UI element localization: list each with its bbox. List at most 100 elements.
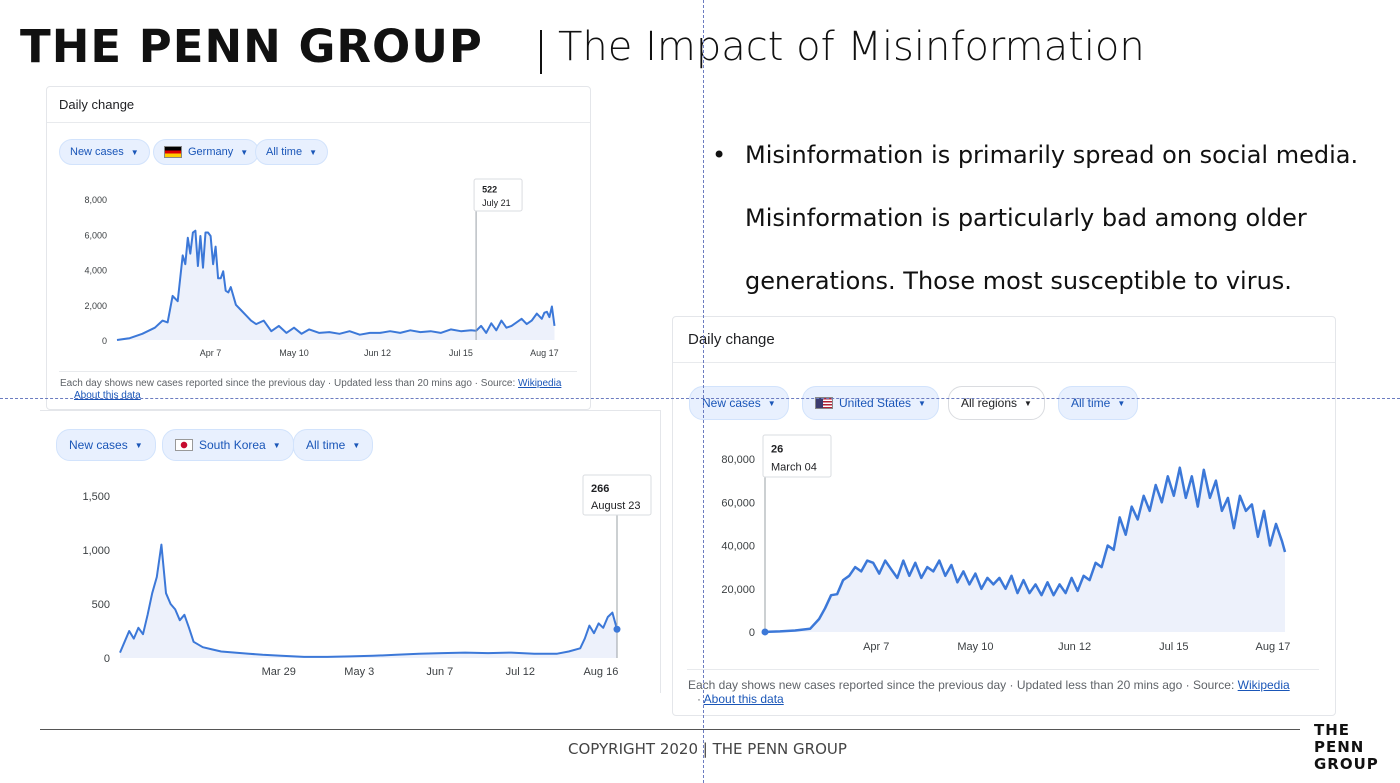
y-tick-label: 0 (102, 336, 107, 346)
footer-text: Each day shows new cases reported since … (60, 378, 516, 389)
x-tick-label: Mar 29 (262, 666, 296, 678)
x-tick-label: Apr 7 (200, 348, 222, 358)
bullet-line-3: generations. Those most susceptible to v… (745, 267, 1292, 295)
x-tick-label: Jun 7 (426, 666, 453, 678)
tooltip-date: August 23 (591, 500, 641, 512)
us-chart-card: Daily change New cases ▼ United States ▼ A… (672, 316, 1336, 716)
area-fill (120, 544, 617, 658)
tooltip-date: March 04 (771, 462, 817, 474)
highlight-point (613, 625, 621, 633)
title-separator (540, 30, 542, 74)
y-tick-label: 4,000 (84, 266, 107, 276)
y-tick-label: 0 (749, 627, 755, 639)
x-tick-label: Aug 17 (1256, 641, 1291, 653)
y-tick-label: 40,000 (721, 541, 755, 553)
chip-label: New cases (70, 146, 124, 158)
card-footer: Each day shows new cases reported since … (688, 678, 1290, 692)
dropdown-caret-icon: ▼ (240, 147, 249, 157)
tooltip-value: 522 (482, 184, 497, 194)
germany-cases-chart: 0 2,000 4,000 6,000 8,000 Apr 7 May 10 Jun 12 Ju… (84, 178, 559, 358)
x-tick-label: Jun 12 (364, 348, 391, 358)
card-heading: Daily change (47, 87, 590, 123)
footer-rule (40, 729, 1300, 730)
chip-label: New cases (702, 396, 761, 410)
x-tick-label: Apr 7 (863, 641, 889, 653)
us-flag-icon (815, 397, 833, 409)
regions-dropdown[interactable]: All regions ▼ (948, 386, 1045, 420)
bullet-line-2: Misinformation is particularly bad among… (745, 204, 1307, 232)
divider (687, 669, 1319, 670)
about-data: · About this data (697, 692, 784, 706)
footer-text: Each day shows new cases reported since … (688, 678, 1235, 692)
divider (59, 371, 577, 372)
series-line (764, 466, 1287, 634)
chip-label: All time (1071, 396, 1111, 410)
x-tick-label: Jul 15 (1159, 641, 1188, 653)
south-korea-flag-icon (175, 439, 193, 451)
about-data-link[interactable]: About this data (703, 692, 784, 706)
country-dropdown[interactable]: South Korea ▼ (162, 429, 294, 461)
range-dropdown[interactable]: All time ▼ (1058, 386, 1139, 420)
y-tick-label: 2,000 (84, 301, 107, 311)
x-tick-label: May 10 (279, 348, 309, 358)
dropdown-caret-icon: ▼ (309, 147, 317, 157)
dropdown-caret-icon: ▼ (272, 440, 281, 450)
source-link[interactable]: Wikipedia (1237, 678, 1290, 692)
chip-label: All time (306, 438, 346, 452)
country-dropdown[interactable]: United States ▼ (802, 386, 939, 420)
area-fill (765, 467, 1285, 632)
y-tick-label: 1,000 (82, 545, 110, 557)
dropdown-caret-icon: ▼ (134, 440, 143, 450)
x-tick-label: Jun 12 (1058, 641, 1091, 653)
x-tick-label: Jul 15 (449, 348, 473, 358)
logo-line: PENN (1314, 738, 1365, 756)
tooltip-value: 26 (771, 444, 783, 456)
dropdown-caret-icon: ▼ (767, 398, 776, 408)
dropdown-caret-icon: ▼ (130, 147, 139, 157)
chip-label: New cases (69, 438, 128, 452)
dropdown-caret-icon: ▼ (918, 398, 926, 408)
about-data: About this data (74, 390, 141, 401)
card-footer: Each day shows new cases reported since … (60, 378, 561, 389)
range-dropdown[interactable]: All time ▼ (255, 139, 328, 165)
chip-label: Germany (188, 146, 234, 158)
y-tick-label: 500 (92, 599, 110, 611)
tooltip-date: July 21 (482, 198, 511, 208)
x-tick-label: Aug 16 (583, 666, 618, 678)
horizontal-guide-line (0, 398, 1400, 399)
dropdown-caret-icon: ▼ (1024, 398, 1032, 408)
metric-dropdown[interactable]: New cases ▼ (689, 386, 789, 420)
tooltip-box (762, 434, 832, 478)
bullet-line-1: Misinformation is primarily spread on so… (745, 141, 1359, 169)
tooltip-value: 266 (591, 483, 609, 495)
metric-dropdown[interactable]: New cases ▼ (56, 429, 156, 461)
korea-chart-card: New cases ▼ South Korea ▼ All time ▼ 0 500 1,… (40, 410, 661, 693)
source-link[interactable]: Wikipedia (518, 378, 562, 389)
penn-group-logo: THE PENN GROUP (20, 20, 483, 73)
y-tick-label: 0 (104, 653, 110, 665)
dropdown-caret-icon: ▼ (1117, 398, 1126, 408)
bullet-dot: • (712, 141, 727, 169)
x-tick-label: Jul 12 (506, 666, 535, 678)
logo-line: THE (1314, 721, 1351, 739)
copyright-text: COPYRIGHT 2020 | THE PENN GROUP (568, 740, 847, 758)
metric-dropdown[interactable]: New cases ▼ (59, 139, 150, 165)
y-tick-label: 8,000 (84, 195, 107, 205)
area-fill (117, 230, 555, 340)
vertical-guide-line (703, 0, 704, 783)
chip-label: United States (839, 396, 912, 410)
y-tick-label: 60,000 (721, 497, 755, 509)
south-korea-cases-chart: 0 500 1,000 1,500 Mar 29 May 3 Jun 7 Jul 12 Aug … (82, 474, 652, 678)
dropdown-caret-icon: ▼ (352, 440, 361, 450)
bullet-list: • Misinformation is primarily spread on … (712, 124, 1372, 313)
y-tick-label: 80,000 (721, 454, 755, 466)
page-title: The Impact of Misinformation (558, 24, 1145, 70)
country-dropdown[interactable]: Germany ▼ (153, 139, 260, 165)
chip-label: All time (266, 146, 303, 158)
tooltip-box (473, 178, 523, 212)
x-tick-label: Aug 17 (530, 348, 559, 358)
range-dropdown[interactable]: All time ▼ (293, 429, 374, 461)
about-data-link[interactable]: About this data (74, 390, 141, 401)
x-tick-label: May 10 (957, 641, 993, 653)
us-cases-chart: 0 20,000 40,000 60,000 80,000 Apr 7 May 10 Jun … (721, 434, 1291, 653)
